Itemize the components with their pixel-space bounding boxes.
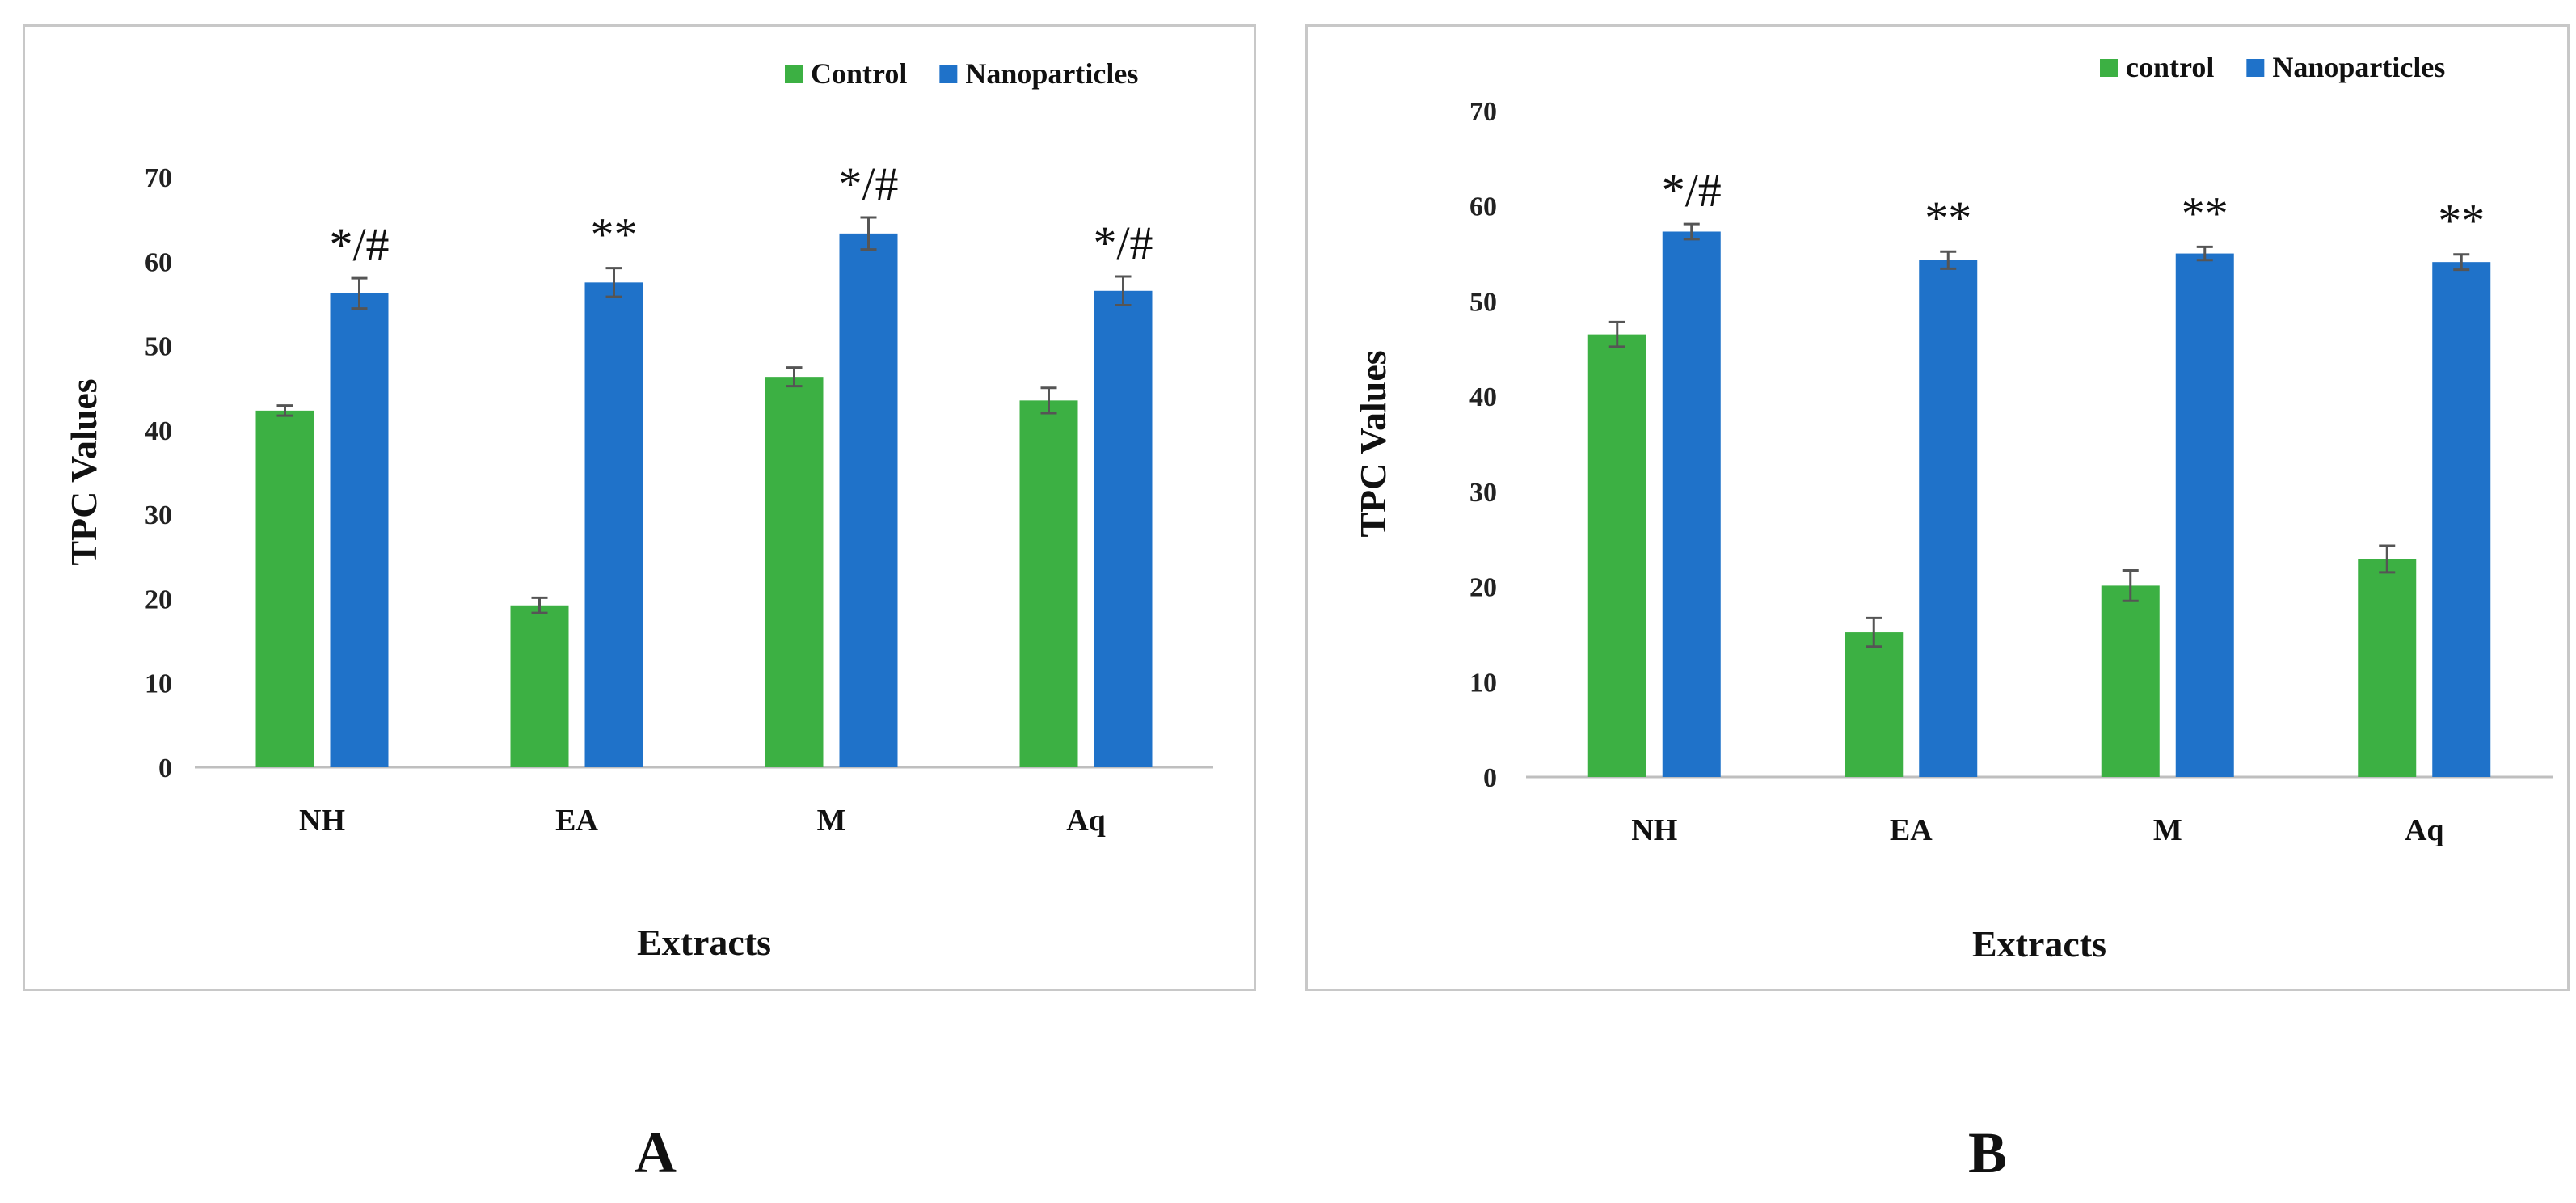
legend-label: control [2126,51,2214,83]
significance-annotation: */# [838,158,898,210]
bar-nanoparticles-nh [330,293,389,767]
legend-label: Control [811,57,907,90]
y-tick-label: 50 [145,332,172,362]
panel-label-a: A [635,1121,677,1185]
y-tick-label: 60 [145,247,172,277]
x-category-label: M [817,804,846,838]
bar-nanoparticles-m [839,233,898,767]
x-category-label: NH [1631,813,1677,847]
panel-label-b: B [1968,1121,2008,1185]
y-tick-label: 30 [1469,478,1497,508]
significance-annotation: ** [591,209,638,261]
bar-nanoparticles-ea [1919,260,1978,778]
legend-swatch [2246,59,2265,77]
y-tick-label: 20 [145,585,172,614]
bar-control-m [2101,585,2160,777]
chart-b-svg: 0 10 20 30 40 50 60 70 */# NH ** EA ** M ** Aq Extracts T… [1352,51,2553,965]
bar-nanoparticles-nh [1662,231,1721,777]
y-tick-label: 10 [145,669,172,699]
bar-control-nh [255,410,314,767]
legend-label: Nanoparticles [965,57,1138,90]
x-category-label: Aq [1066,804,1106,838]
y-tick-label: 70 [1469,97,1497,127]
x-category-label: EA [555,804,598,838]
x-axis-title: Extracts [637,922,771,963]
y-tick-label: 50 [1469,287,1497,317]
bar-nanoparticles-ea [584,282,643,767]
significance-annotation: */# [329,218,389,271]
bar-nanoparticles-aq [1094,290,1153,767]
legend-swatch [2100,59,2118,77]
chart-panel-b: 0 10 20 30 40 50 60 70 */# NH ** EA ** M ** Aq Extracts T… [1305,24,2570,991]
bar-control-m [765,377,824,767]
significance-annotation: */# [1662,164,1722,217]
bar-control-nh [1587,334,1646,778]
bar-control-ea [1845,632,1904,777]
chart-a-svg: 0 10 20 30 40 50 60 70 */# NH ** EA */# M */# Aq Extract… [63,57,1213,963]
significance-annotation: ** [2438,195,2485,247]
y-tick-label: 20 [1469,573,1497,603]
bar-nanoparticles-m [2175,253,2234,778]
legend-swatch [785,65,803,83]
legend-label: Nanoparticles [2272,51,2445,83]
x-category-label: M [2153,813,2182,847]
y-axis-title: TPC Values [1352,350,1393,537]
y-axis-title: TPC Values [63,378,104,565]
chart-panel-a: 0 10 20 30 40 50 60 70 */# NH ** EA */# M */# Aq Extract… [23,24,1256,991]
bar-control-aq [2358,559,2417,777]
y-tick-label: 40 [145,416,172,446]
bar-control-aq [1019,400,1078,767]
x-category-label: NH [299,804,345,838]
x-category-label: Aq [2405,813,2444,847]
y-tick-label: 0 [158,753,172,783]
y-tick-label: 60 [1469,192,1497,222]
x-axis-title: Extracts [1972,923,2106,965]
x-category-label: EA [1890,813,1933,847]
significance-annotation: */# [1093,217,1153,269]
y-tick-label: 10 [1469,668,1497,698]
y-tick-label: 30 [145,500,172,530]
bar-control-ea [510,605,569,767]
bar-nanoparticles-aq [2432,262,2491,777]
y-tick-label: 0 [1483,763,1497,793]
significance-annotation: ** [1925,192,1971,244]
y-tick-label: 70 [145,163,172,193]
significance-annotation: ** [2182,187,2228,239]
y-tick-label: 40 [1469,382,1497,412]
legend-swatch [939,65,958,83]
